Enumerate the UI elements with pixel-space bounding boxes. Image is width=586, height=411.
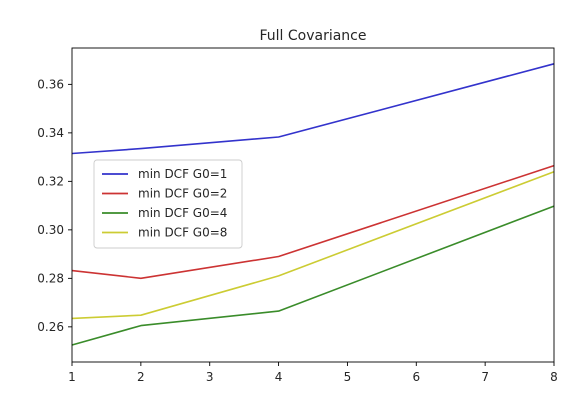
series-line-1 (71, 63, 555, 155)
axes-frame (71, 47, 555, 363)
series-line-2 (71, 164, 555, 280)
axes: 1 2 3 4 5 6 7 8 0.26 0.28 0.30 0.32 0.34 0.36 (37, 47, 558, 384)
legend-label: min DCF G0=8 (138, 226, 227, 240)
x-tick-label: 2 (137, 370, 145, 384)
x-tick-label: 7 (481, 370, 489, 384)
x-tick-label: 1 (68, 370, 76, 384)
y-tick-label: 0.30 (37, 223, 64, 237)
y-tick-label: 0.34 (37, 126, 64, 140)
y-tick-label: 0.32 (37, 174, 64, 188)
legend-label: min DCF G0=4 (138, 206, 227, 220)
y-tick-label: 0.26 (37, 320, 64, 334)
x-tick-label: 8 (550, 370, 558, 384)
legend-label: min DCF G0=2 (138, 187, 227, 201)
series-line-3 (71, 205, 555, 346)
legend: min DCF G0=1 min DCF G0=2 min DCF G0=4 min … (93, 159, 243, 249)
x-tick-label: 5 (344, 370, 352, 384)
y-tick-label: 0.36 (37, 77, 64, 91)
plot-area (71, 63, 555, 346)
x-tick-label: 6 (412, 370, 420, 384)
legend-box (93, 159, 243, 249)
x-tick-label: 4 (275, 370, 283, 384)
series-line-4 (71, 170, 555, 320)
legend-label: min DCF G0=1 (138, 167, 227, 181)
y-tick-label: 0.28 (37, 271, 64, 285)
x-tick-label: 3 (206, 370, 214, 384)
chart-title: Full Covariance (259, 28, 366, 44)
